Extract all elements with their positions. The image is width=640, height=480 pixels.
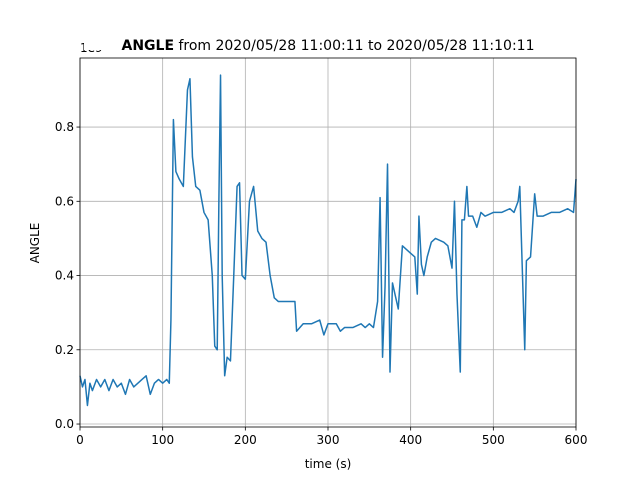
x-tick-label: 300 <box>317 433 340 447</box>
y-axis-label: ANGLE <box>28 223 42 264</box>
x-tick-label: 600 <box>565 433 588 447</box>
x-tick-label: 400 <box>399 433 422 447</box>
chart-title: ANGLE from 2020/05/28 11:00:11 to 2020/0… <box>121 38 534 54</box>
title-rest: from 2020/05/28 11:00:11 to 2020/05/28 1… <box>174 38 534 54</box>
x-tick-label: 0 <box>76 433 84 447</box>
title-backdrop <box>84 34 146 50</box>
y-tick-label: 0.8 <box>55 120 74 134</box>
data-line <box>79 74 577 407</box>
x-tick-label: 100 <box>151 433 174 447</box>
axes-frame <box>79 57 577 428</box>
x-axis-label: time (s) <box>305 457 352 471</box>
y-tick-label: 0.4 <box>55 269 74 283</box>
x-tick-label: 200 <box>234 433 257 447</box>
x-tick-label: 500 <box>482 433 505 447</box>
y-tick-label: 0.2 <box>55 343 74 357</box>
title-bold: ANGLE <box>121 38 174 54</box>
y-tick-label: 0.6 <box>55 194 74 208</box>
y-tick-label: 0.0 <box>55 417 74 431</box>
